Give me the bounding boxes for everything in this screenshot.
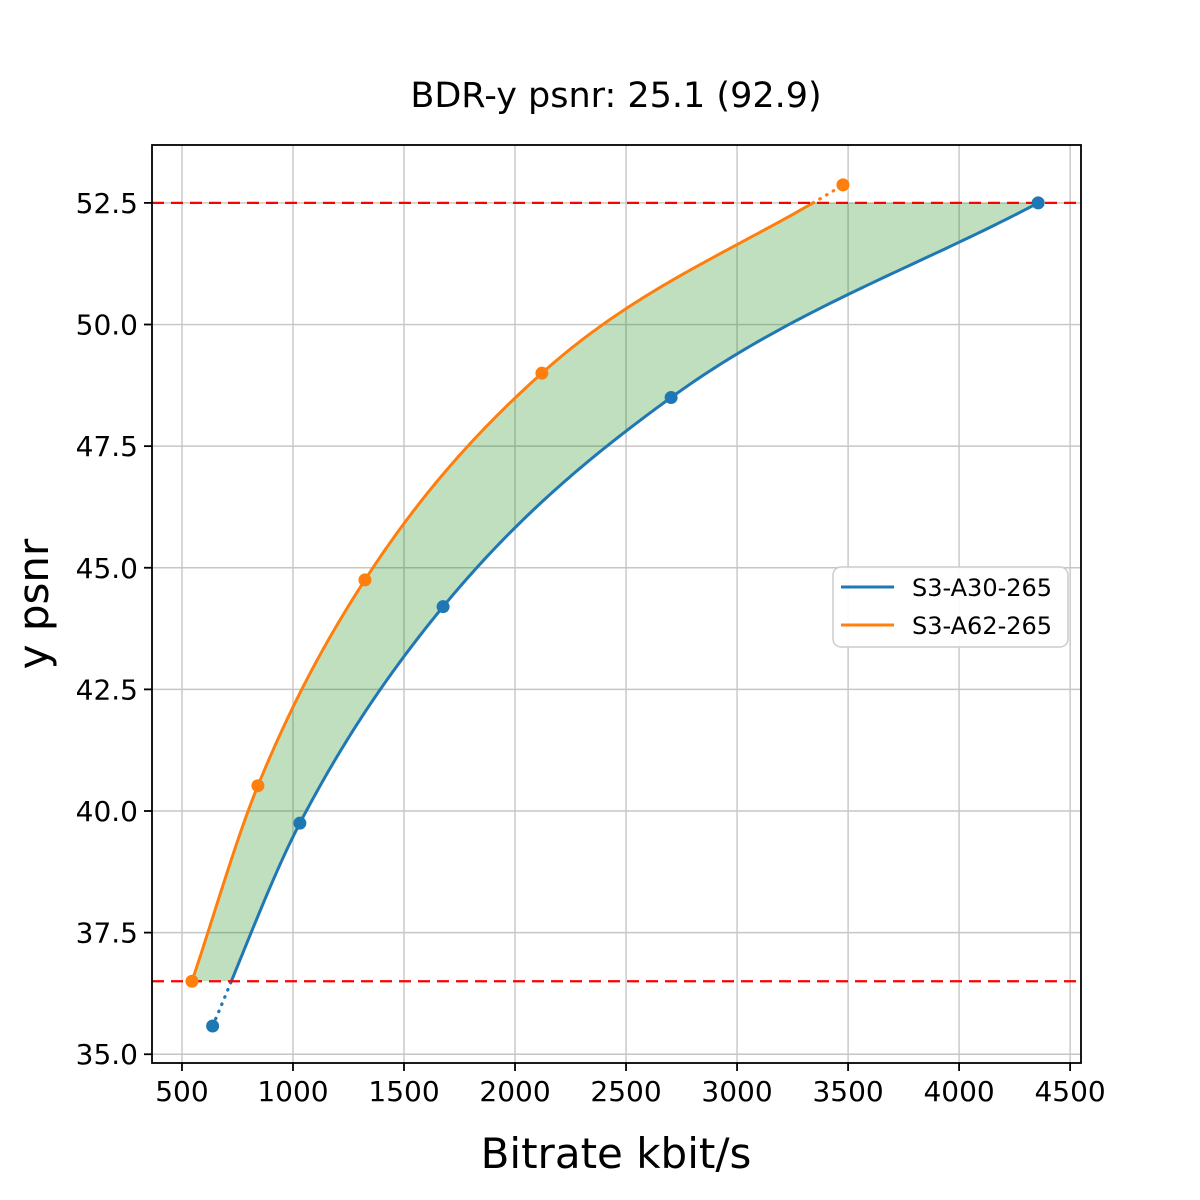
y-tick-label: 45.0 <box>76 552 138 585</box>
y-tick-label: 40.0 <box>76 795 138 828</box>
x-tick-label: 4000 <box>923 1075 994 1108</box>
curve-dotted-S3-A30-265 <box>211 979 233 1028</box>
y-axis-label: y psnr <box>9 538 58 669</box>
x-tick-label: 500 <box>155 1075 208 1108</box>
curve-solid-S3-A62-265 <box>190 201 814 982</box>
axes-frame <box>151 144 1082 1064</box>
x-tick-label: 3500 <box>812 1075 883 1108</box>
data-point-S3-A30-265 <box>293 816 307 830</box>
data-point-S3-A30-265 <box>436 600 450 614</box>
axis-tick-labels: 500 1000 1500 2000 2500 3000 3500 4000 4500 35.0 3… <box>76 187 1106 1108</box>
x-tick-label: 2000 <box>479 1075 550 1108</box>
y-tick-label: 47.5 <box>76 430 138 463</box>
legend: S3-A30-265 S3-A62-265 <box>832 566 1069 648</box>
data-point-S3-A30-265 <box>206 1019 220 1033</box>
data-point-markers <box>185 178 1045 1033</box>
rd-curves <box>190 183 1039 1028</box>
bd-region-fill <box>191 202 1039 982</box>
y-tick-label: 37.5 <box>76 917 138 950</box>
x-tick-label: 1500 <box>368 1075 439 1108</box>
x-tick-label: 1000 <box>257 1075 328 1108</box>
x-axis-label: Bitrate kbit/s <box>481 1129 752 1178</box>
curve-solid-S3-A30-265 <box>229 201 1039 982</box>
data-point-S3-A30-265 <box>1031 196 1045 210</box>
data-point-S3-A62-265 <box>251 779 265 793</box>
legend-entry-s3-a30-265: S3-A30-265 <box>912 574 1052 602</box>
x-tick-label: 3000 <box>701 1075 772 1108</box>
y-tick-label: 42.5 <box>76 673 138 706</box>
curve-dotted-S3-A62-265 <box>811 183 845 205</box>
data-point-S3-A62-265 <box>358 573 372 587</box>
data-point-S3-A62-265 <box>185 974 199 988</box>
legend-entry-s3-a62-265: S3-A62-265 <box>912 612 1052 640</box>
axis-ticks <box>144 201 1072 1071</box>
bd-shaded-region <box>191 202 1039 982</box>
x-tick-label: 2500 <box>590 1075 661 1108</box>
data-point-S3-A62-265 <box>836 178 850 192</box>
data-point-S3-A62-265 <box>535 366 549 380</box>
y-tick-label: 50.0 <box>76 309 138 342</box>
x-tick-label: 4500 <box>1034 1075 1105 1108</box>
psnr-threshold-lines <box>152 201 1081 983</box>
y-tick-label: 52.5 <box>76 187 138 220</box>
chart-title: BDR-y psnr: 25.1 (92.9) <box>410 76 821 116</box>
y-tick-label: 35.0 <box>76 1038 138 1071</box>
data-point-S3-A30-265 <box>664 390 678 404</box>
gridlines <box>152 145 1081 1063</box>
